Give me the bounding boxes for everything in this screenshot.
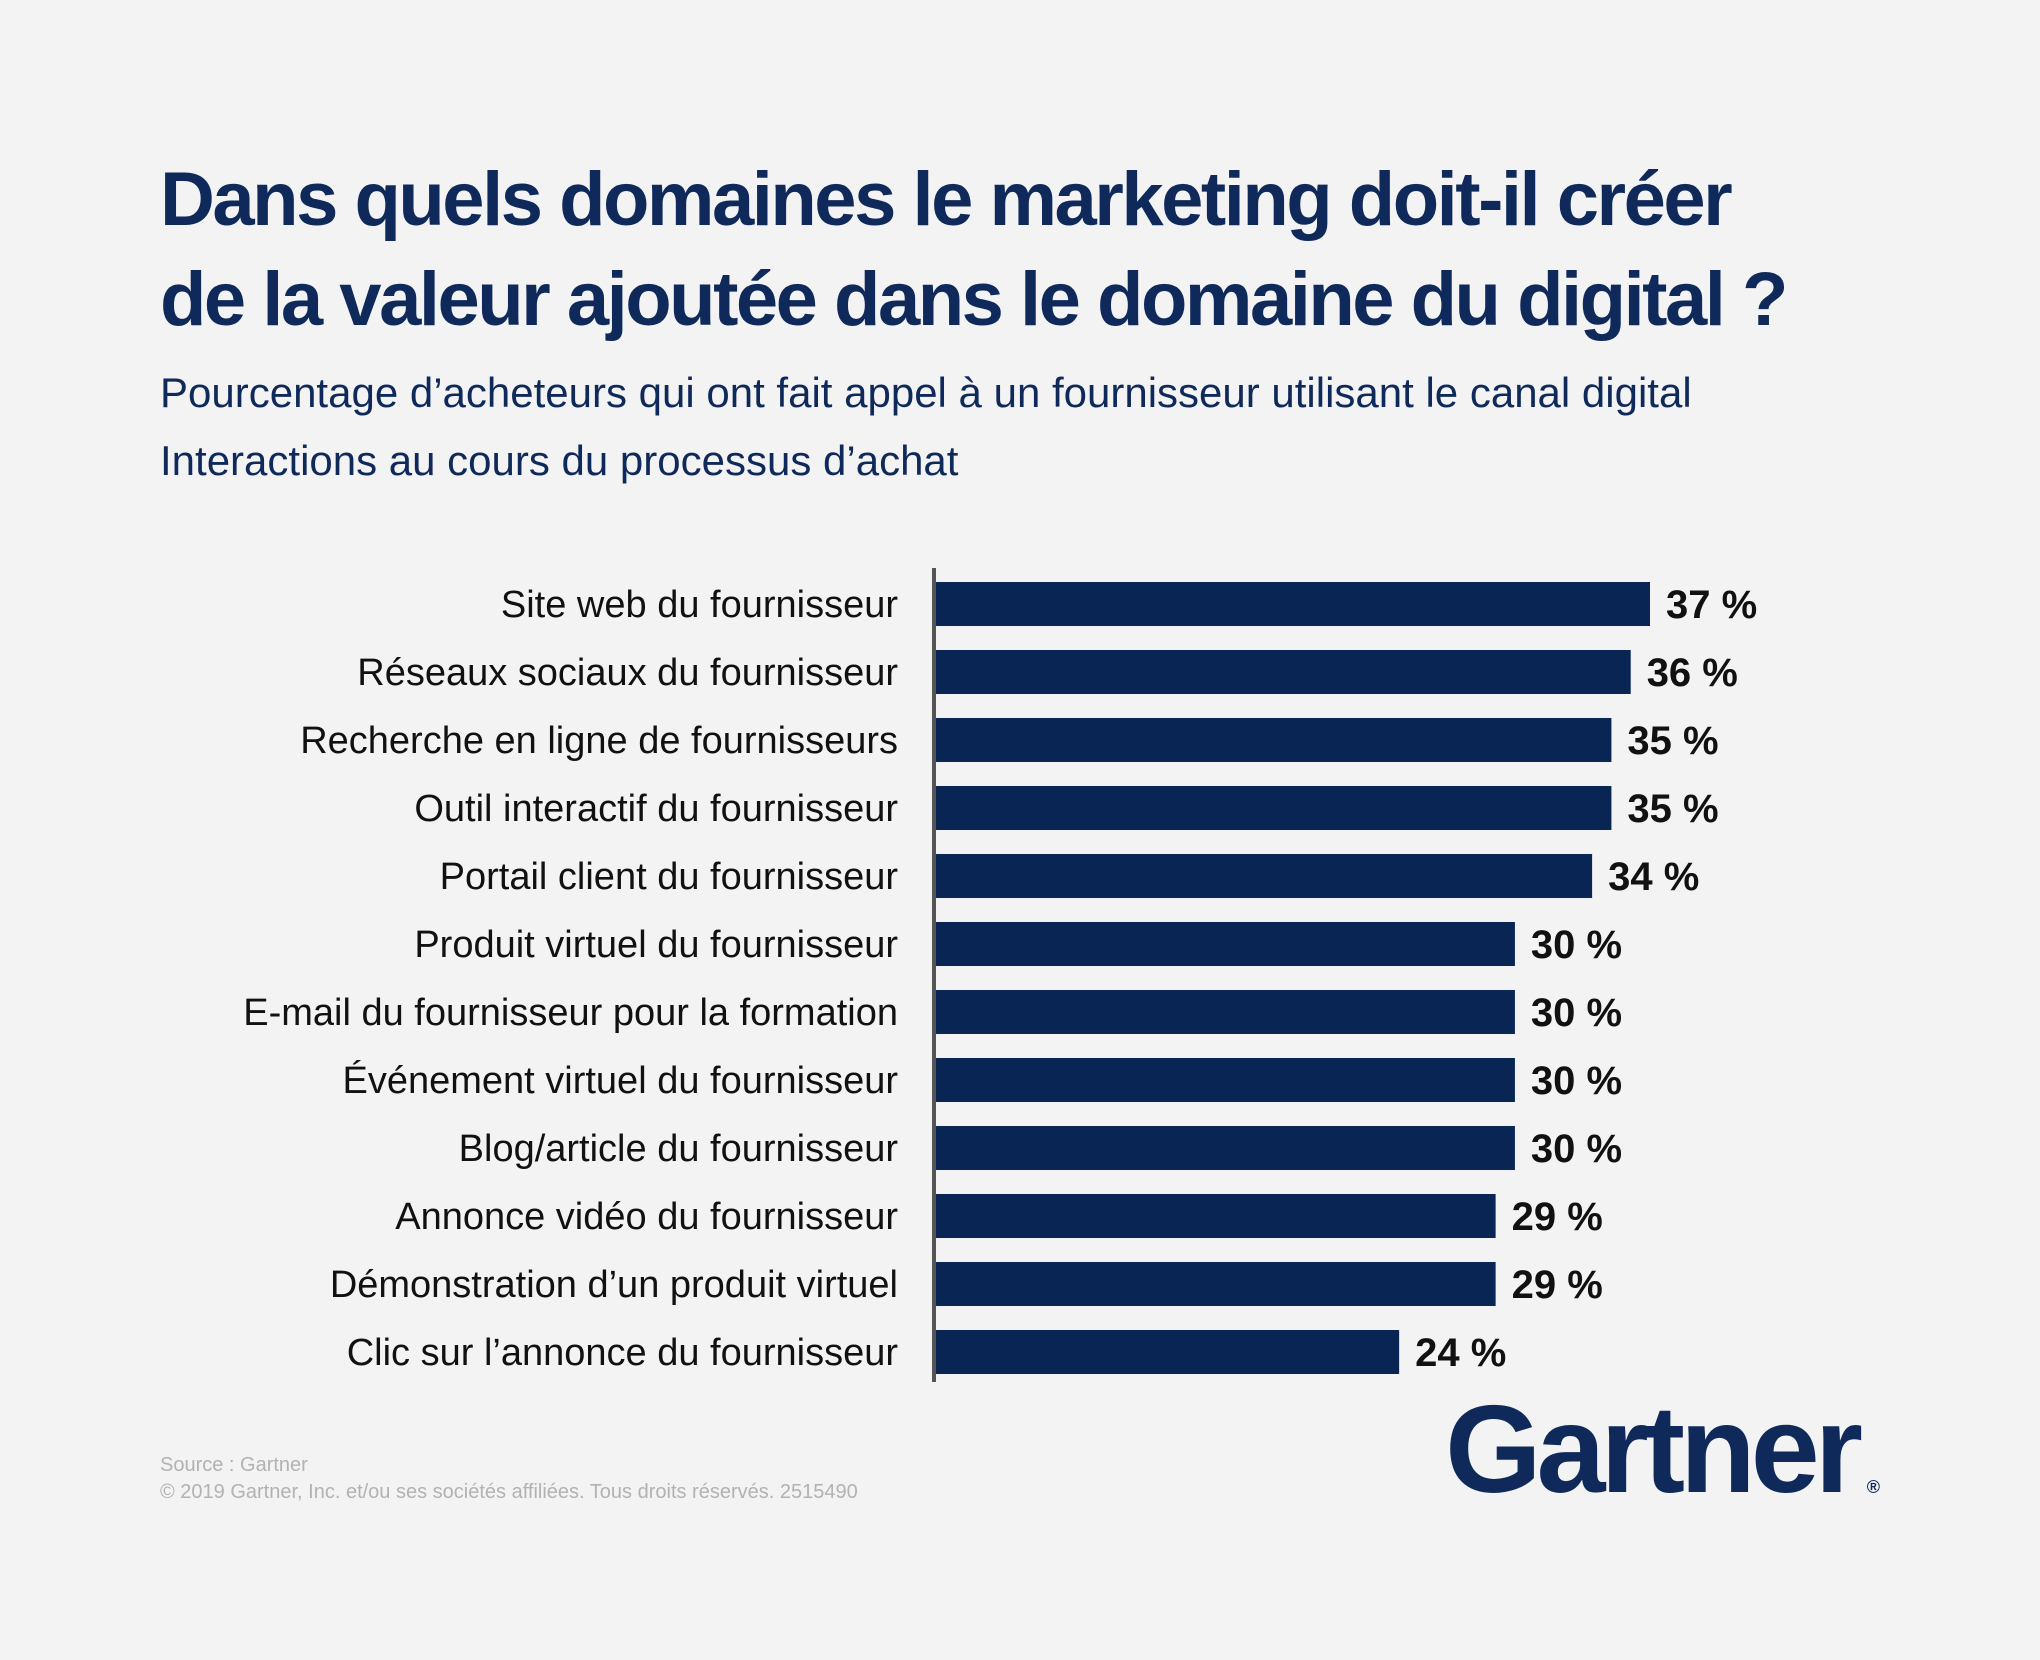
value-label: 35 % (1627, 787, 1718, 831)
category-label: Outil interactif du fournisseur (414, 788, 898, 830)
source-note: Source : Gartner (160, 1454, 308, 1476)
category-label: Site web du fournisseur (501, 584, 898, 626)
category-label: Événement virtuel du fournisseur (342, 1059, 898, 1102)
registered-mark: ® (1866, 1477, 1880, 1497)
value-label: 30 % (1531, 991, 1622, 1035)
bar (936, 718, 1612, 762)
bar (936, 990, 1515, 1034)
category-label: E-mail du fournisseur pour la formation (243, 992, 898, 1034)
subtitle-line-2: Interactions au cours du processus d’ach… (160, 437, 959, 484)
category-label: Produit virtuel du fournisseur (414, 924, 898, 966)
bar (936, 922, 1515, 966)
logo-wordmark: Gartner (1445, 1381, 1863, 1519)
chart-title: Dans quels domaines le marketing doit-il… (160, 150, 1920, 350)
category-label: Portail client du fournisseur (440, 856, 899, 898)
category-label: Recherche en ligne de fournisseurs (300, 720, 898, 762)
category-label: Démonstration d’un produit virtuel (330, 1264, 898, 1306)
value-label: 37 % (1666, 583, 1757, 627)
bar-chart: Site web du fournisseur 37 % Réseaux socia… (243, 568, 1757, 1382)
value-label: 30 % (1531, 1059, 1622, 1103)
title-line-1: Dans quels domaines le marketing doit-il… (160, 157, 1733, 242)
bar (936, 1330, 1400, 1374)
value-label: 29 % (1512, 1195, 1603, 1239)
bar (936, 582, 1650, 626)
gartner-logo: Gartner ® (1445, 1385, 1880, 1515)
category-label: Clic sur l’annonce du fournisseur (347, 1332, 899, 1374)
bar (936, 1058, 1515, 1102)
category-label: Blog/article du fournisseur (459, 1128, 899, 1170)
bar (936, 854, 1593, 898)
value-label: 35 % (1627, 719, 1718, 763)
bar (936, 1262, 1496, 1306)
footer-notes: Source : Gartner © 2019 Gartner, Inc. et… (160, 1452, 858, 1506)
bar (936, 650, 1631, 694)
bar (936, 786, 1612, 830)
title-line-2: de la valeur ajoutée dans le domaine du … (160, 257, 1788, 342)
copyright-note: © 2019 Gartner, Inc. et/ou ses sociétés … (160, 1481, 858, 1503)
value-label: 24 % (1415, 1331, 1506, 1375)
value-label: 29 % (1512, 1263, 1603, 1307)
value-label: 36 % (1647, 651, 1738, 695)
category-label: Annonce vidéo du fournisseur (395, 1196, 898, 1238)
value-label: 30 % (1531, 1127, 1622, 1171)
value-label: 30 % (1531, 923, 1622, 967)
subtitle-line-1: Pourcentage d’acheteurs qui ont fait app… (160, 369, 1692, 416)
value-label: 34 % (1608, 855, 1699, 899)
bar (936, 1194, 1496, 1238)
category-label: Réseaux sociaux du fournisseur (357, 652, 898, 694)
bar (936, 1126, 1515, 1170)
